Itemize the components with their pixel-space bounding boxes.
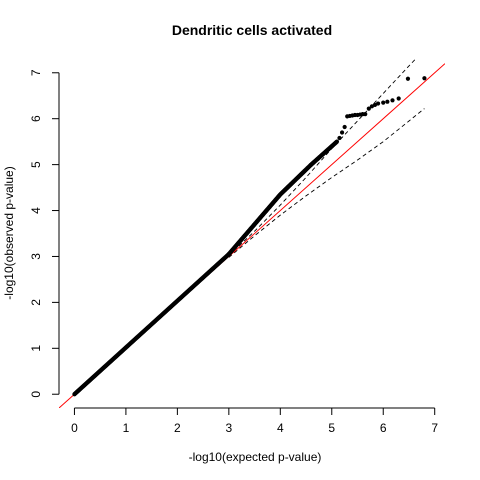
x-tick-label: 6 [380, 421, 387, 435]
data-point [405, 76, 411, 81]
y-tick-label: 7 [29, 69, 43, 76]
chart-title: Dendritic cells activated [172, 22, 332, 38]
data-point [375, 101, 381, 106]
data-point [422, 76, 427, 81]
data-point [385, 99, 390, 104]
data-point [363, 112, 368, 117]
x-axis: 0 1 2 3 4 5 6 7 [71, 407, 438, 435]
x-tick-label: 3 [225, 421, 232, 435]
x-tick-label: 7 [431, 421, 438, 435]
y-tick-label: 3 [29, 253, 43, 260]
x-tick-label: 0 [71, 421, 78, 435]
x-tick-label: 4 [277, 421, 284, 435]
x-axis-label: -log10(expected p-value) [189, 450, 322, 464]
plot-area [59, 59, 445, 408]
data-point [366, 106, 371, 111]
x-tick-label: 2 [174, 421, 181, 435]
x-tick-label: 5 [328, 421, 335, 435]
data-point [396, 96, 401, 101]
x-tick-label: 1 [123, 421, 130, 435]
points-layer [72, 76, 427, 397]
y-axis-label: -log10(observed p-value) [2, 166, 16, 299]
data-point [339, 130, 345, 135]
y-tick-label: 2 [29, 299, 43, 306]
y-tick-label: 6 [29, 115, 43, 122]
data-point [337, 135, 342, 141]
y-tick-label: 1 [29, 345, 43, 352]
data-point [342, 124, 347, 130]
y-tick-label: 0 [29, 391, 43, 398]
y-axis: 0 1 2 3 4 5 6 7 [29, 69, 60, 398]
data-point [381, 100, 386, 105]
data-point [334, 139, 340, 144]
data-point [390, 98, 395, 103]
y-tick-label: 5 [29, 161, 43, 168]
confidence-band-lower [228, 108, 425, 258]
y-tick-label: 4 [29, 207, 43, 214]
